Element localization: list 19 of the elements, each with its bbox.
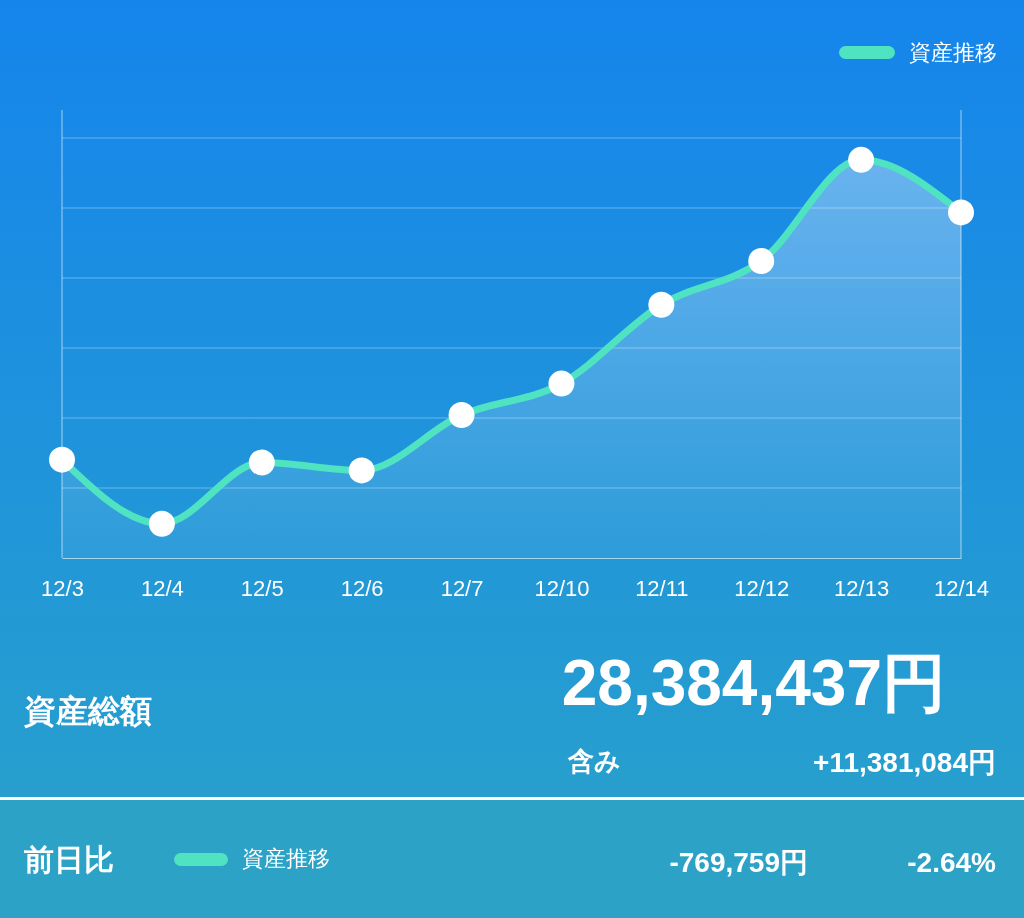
x-tick-label: 12/5 [240, 575, 284, 601]
x-tick-label: 12/13 [834, 575, 890, 601]
x-tick-label: 12/11 [635, 575, 689, 601]
x-tick-label: 12/10 [534, 575, 590, 601]
x-tick-label: 12/14 [933, 575, 990, 601]
text: -2.64% [907, 847, 997, 878]
x-tick-label: 12/3 [41, 575, 84, 601]
text: 含み [567, 746, 621, 776]
text: 資産推移 [242, 846, 330, 871]
text: -769,759円 [669, 847, 808, 878]
legend-label: 資産推移 [909, 40, 997, 65]
text: +11,381,084円 [813, 747, 996, 778]
x-tick-label: 12/7 [440, 575, 484, 601]
x-tick-label: 12/6 [340, 575, 384, 601]
text: 資産総額 [23, 693, 152, 729]
text: 28,384,437円 [561, 647, 946, 719]
x-tick-label: 12/4 [140, 575, 184, 601]
x-tick-label: 12/12 [734, 575, 790, 601]
text: 前日比 [24, 843, 114, 876]
